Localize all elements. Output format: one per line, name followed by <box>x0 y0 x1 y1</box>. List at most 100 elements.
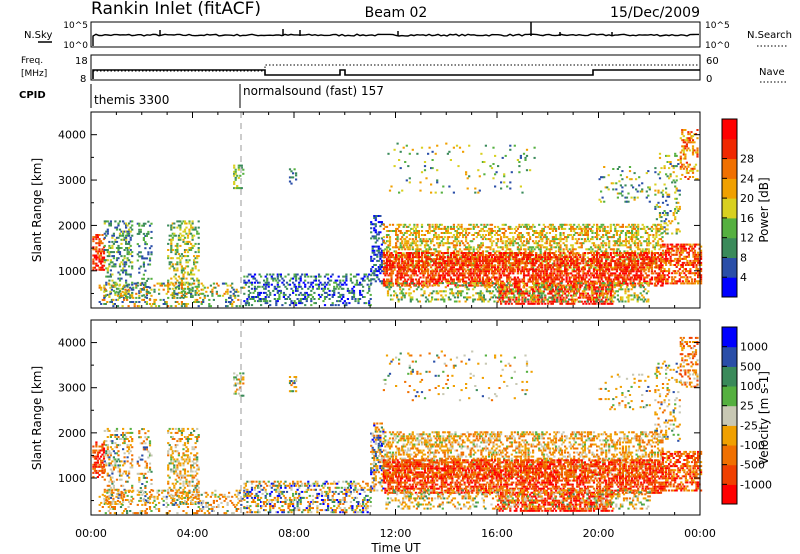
data-cell <box>434 264 437 267</box>
data-cell <box>423 250 427 253</box>
data-cell <box>460 274 463 277</box>
data-cell <box>398 276 401 279</box>
data-cell <box>510 254 513 256</box>
data-cell <box>391 254 395 256</box>
data-cell <box>410 252 413 254</box>
data-cell <box>497 258 500 261</box>
data-cell <box>404 272 407 275</box>
data-cell <box>617 278 620 281</box>
data-cell <box>301 287 304 290</box>
data-cell <box>391 223 395 226</box>
data-cell <box>437 258 440 261</box>
data-cell <box>314 302 317 305</box>
data-cell <box>437 244 440 247</box>
data-cell <box>434 254 437 257</box>
data-cell <box>323 285 327 288</box>
data-cell <box>293 273 296 276</box>
data-cell <box>471 276 474 279</box>
data-cell <box>507 254 510 257</box>
data-cell <box>519 260 522 263</box>
data-cell <box>486 260 489 263</box>
data-cell <box>377 266 380 268</box>
data-cell <box>535 262 538 265</box>
data-cell <box>544 242 547 245</box>
data-cell <box>374 225 377 228</box>
data-cell <box>402 262 405 265</box>
data-cell <box>571 238 574 241</box>
data-cell <box>92 262 95 265</box>
data-cell <box>246 281 249 284</box>
data-cell <box>370 221 373 224</box>
data-cell <box>417 264 420 267</box>
data-cell <box>576 258 579 261</box>
data-cell <box>518 236 521 239</box>
data-cell <box>559 258 562 261</box>
data-cell <box>123 238 126 241</box>
data-cell <box>129 261 132 264</box>
data-cell <box>452 244 455 247</box>
data-cell <box>180 303 183 305</box>
data-cell <box>510 227 513 230</box>
data-cell <box>567 234 570 236</box>
data-cell <box>233 187 236 190</box>
data-cell <box>515 242 518 245</box>
data-cell <box>589 276 593 279</box>
data-cell <box>525 223 529 226</box>
data-cell <box>468 254 471 257</box>
data-cell <box>333 287 336 290</box>
data-cell <box>615 250 618 253</box>
data-cell <box>462 268 465 271</box>
data-cell <box>122 267 125 270</box>
data-cell <box>442 278 445 281</box>
data-cell <box>194 293 197 296</box>
data-cell <box>167 224 170 227</box>
data-cell <box>433 282 436 285</box>
data-cell <box>457 240 460 243</box>
data-cell <box>524 262 527 265</box>
data-cell <box>355 279 359 282</box>
data-cell <box>490 264 494 267</box>
data-cell <box>307 287 310 290</box>
data-cell <box>659 238 663 241</box>
data-cell <box>573 282 576 285</box>
data-cell <box>112 305 115 308</box>
data-cell <box>194 228 197 231</box>
data-cell <box>524 252 527 255</box>
data-cell <box>301 293 304 296</box>
data-cell <box>551 230 554 232</box>
data-cell <box>103 303 106 305</box>
data-cell <box>594 232 597 234</box>
data-cell <box>525 240 529 243</box>
data-cell <box>603 262 606 265</box>
data-cell <box>640 250 643 253</box>
data-cell <box>483 256 486 259</box>
data-cell <box>460 250 463 253</box>
data-cell <box>446 252 449 254</box>
data-cell <box>631 230 634 232</box>
data-cell <box>443 262 446 265</box>
data-cell <box>634 227 637 230</box>
data-cell <box>541 268 544 271</box>
data-cell <box>122 271 125 274</box>
data-cell <box>263 279 266 282</box>
data-cell <box>346 287 349 290</box>
data-cell <box>437 280 440 283</box>
data-cell <box>407 254 410 256</box>
data-cell <box>408 246 411 249</box>
data-cell <box>612 266 615 269</box>
data-cell <box>104 294 107 297</box>
data-cell <box>640 242 643 245</box>
data-cell <box>433 274 436 277</box>
data-cell <box>382 284 385 287</box>
data-cell <box>427 258 430 261</box>
data-cell <box>632 225 635 228</box>
data-cell <box>617 223 620 226</box>
data-cell <box>398 230 401 232</box>
data-cell <box>547 238 550 241</box>
data-cell <box>574 254 577 256</box>
data-cell <box>591 242 594 245</box>
data-cell <box>455 268 459 271</box>
data-cell <box>483 260 486 263</box>
data-cell <box>376 239 379 242</box>
data-cell <box>253 296 257 298</box>
